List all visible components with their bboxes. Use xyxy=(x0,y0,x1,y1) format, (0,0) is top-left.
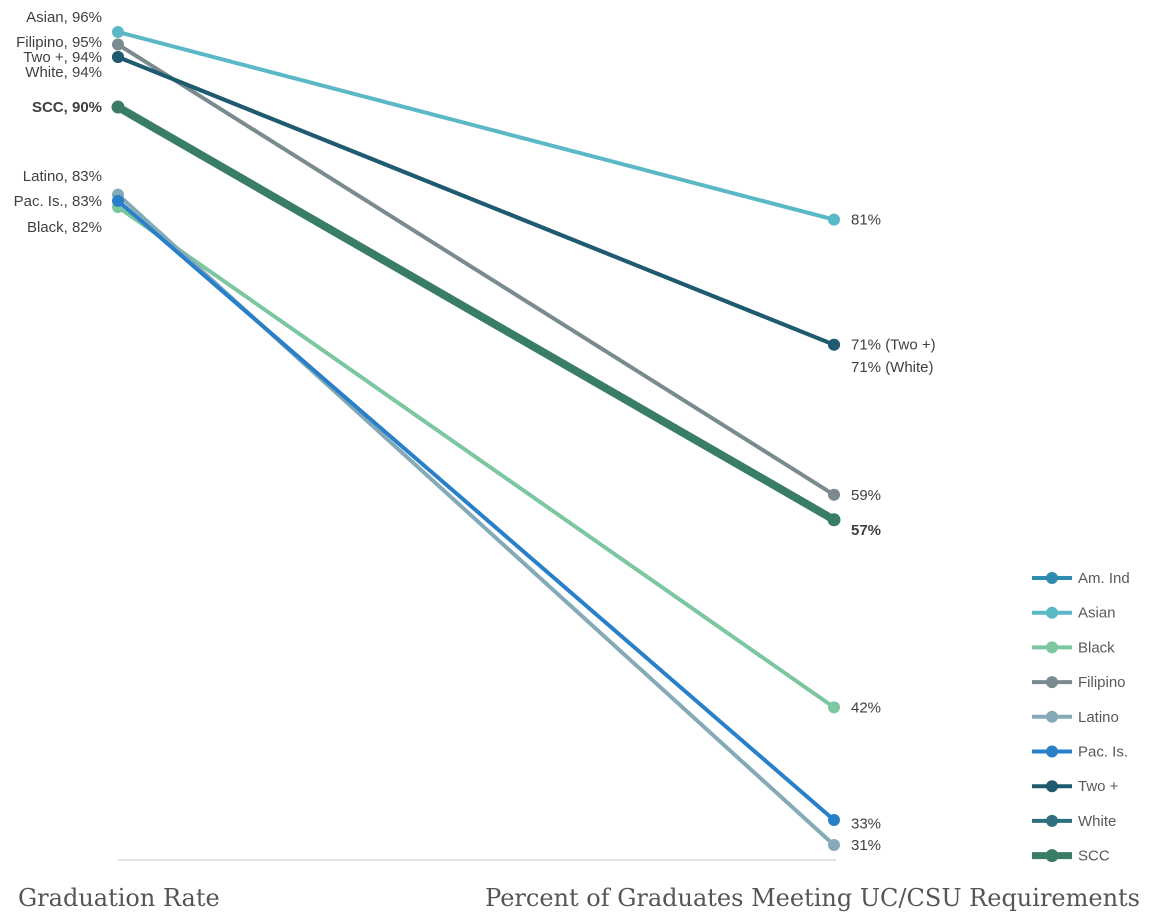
series-asian xyxy=(112,26,840,226)
left-data-label: Pac. Is., 83% xyxy=(14,193,102,210)
data-label-layer: Asian, 96% Filipino, 95%Two +, 94%White, … xyxy=(14,9,936,854)
series-layer xyxy=(111,26,841,852)
x-category-right: Percent of Graduates Meeting UC/CSU Requ… xyxy=(485,884,1140,912)
left-data-label: Black, 82% xyxy=(27,219,102,236)
right-data-label: 71% (Two +) xyxy=(851,337,936,354)
legend-label: Am. Ind xyxy=(1078,570,1130,587)
series-two xyxy=(112,51,840,351)
legend: Am. Ind Asian Black Filipino Latino Pac. Is. T… xyxy=(1032,570,1130,865)
left-data-label: Filipino, 95% xyxy=(16,34,102,51)
left-data-label: Latino, 83% xyxy=(23,168,102,185)
legend-swatch-marker xyxy=(1046,814,1058,827)
series-line-asian xyxy=(116,30,836,222)
legend-item-white: White xyxy=(1032,813,1116,830)
legend-item-black: Black xyxy=(1032,639,1115,656)
right-data-label: 59% xyxy=(851,487,881,504)
right-data-label: 81% xyxy=(851,212,881,229)
legend-item-am-ind: Am. Ind xyxy=(1032,570,1130,587)
series-scc xyxy=(111,100,841,527)
series-line-filipino xyxy=(116,42,836,497)
legend-swatch-marker xyxy=(1046,710,1058,723)
legend-label: Latino xyxy=(1078,709,1119,726)
point-pac-is-start xyxy=(112,194,124,207)
left-data-label: Asian, 96% xyxy=(26,9,102,26)
point-latino-end xyxy=(828,839,840,852)
legend-label: White xyxy=(1078,813,1116,830)
left-data-label: White, 94% xyxy=(25,64,102,81)
point-asian-start xyxy=(112,26,124,38)
legend-item-scc: SCC xyxy=(1032,848,1110,865)
legend-item-two: Two + xyxy=(1032,778,1119,795)
right-data-label: 57% xyxy=(851,522,881,539)
legend-label: Two + xyxy=(1078,778,1119,795)
legend-item-latino: Latino xyxy=(1032,709,1119,726)
legend-item-filipino: Filipino xyxy=(1032,674,1126,691)
legend-label: Filipino xyxy=(1078,674,1126,691)
legend-swatch-marker xyxy=(1046,572,1058,584)
point-pac-is-end xyxy=(828,813,840,826)
right-data-label: 33% xyxy=(851,816,881,833)
legend-label: Asian xyxy=(1078,605,1116,622)
legend-swatch-marker xyxy=(1046,641,1058,654)
series-filipino xyxy=(112,38,840,501)
right-data-label: 42% xyxy=(851,699,881,716)
legend-label: Black xyxy=(1078,639,1115,656)
point-two-end xyxy=(828,338,840,351)
point-two-start xyxy=(112,51,124,64)
left-data-label: SCC, 90% xyxy=(32,99,102,116)
point-scc-end xyxy=(827,513,841,527)
point-filipino-start xyxy=(112,38,124,51)
legend-item-asian: Asian xyxy=(1032,605,1116,622)
point-black-end xyxy=(828,701,840,714)
series-line-pac-is xyxy=(116,198,836,822)
right-data-label: 31% xyxy=(851,837,881,854)
point-filipino-end xyxy=(828,488,840,501)
series-line-scc xyxy=(114,103,838,524)
left-data-label: Two +, 94% xyxy=(23,49,102,66)
series-pac-is xyxy=(112,194,840,826)
x-category-left: Graduation Rate xyxy=(18,884,220,912)
legend-swatch-marker xyxy=(1046,606,1058,619)
legend-label: Pac. Is. xyxy=(1078,744,1128,761)
series-line-black xyxy=(116,205,836,710)
legend-label: SCC xyxy=(1078,848,1110,865)
point-scc-start xyxy=(111,100,125,114)
legend-item-pac-is: Pac. Is. xyxy=(1032,744,1128,761)
right-data-label: 71% (White) xyxy=(851,359,934,376)
legend-swatch-marker xyxy=(1045,849,1059,863)
legend-swatch-marker xyxy=(1046,745,1058,758)
legend-swatch-marker xyxy=(1046,676,1058,689)
point-asian-end xyxy=(828,213,840,226)
legend-swatch-marker xyxy=(1046,780,1058,793)
series-line-two xyxy=(116,55,836,347)
